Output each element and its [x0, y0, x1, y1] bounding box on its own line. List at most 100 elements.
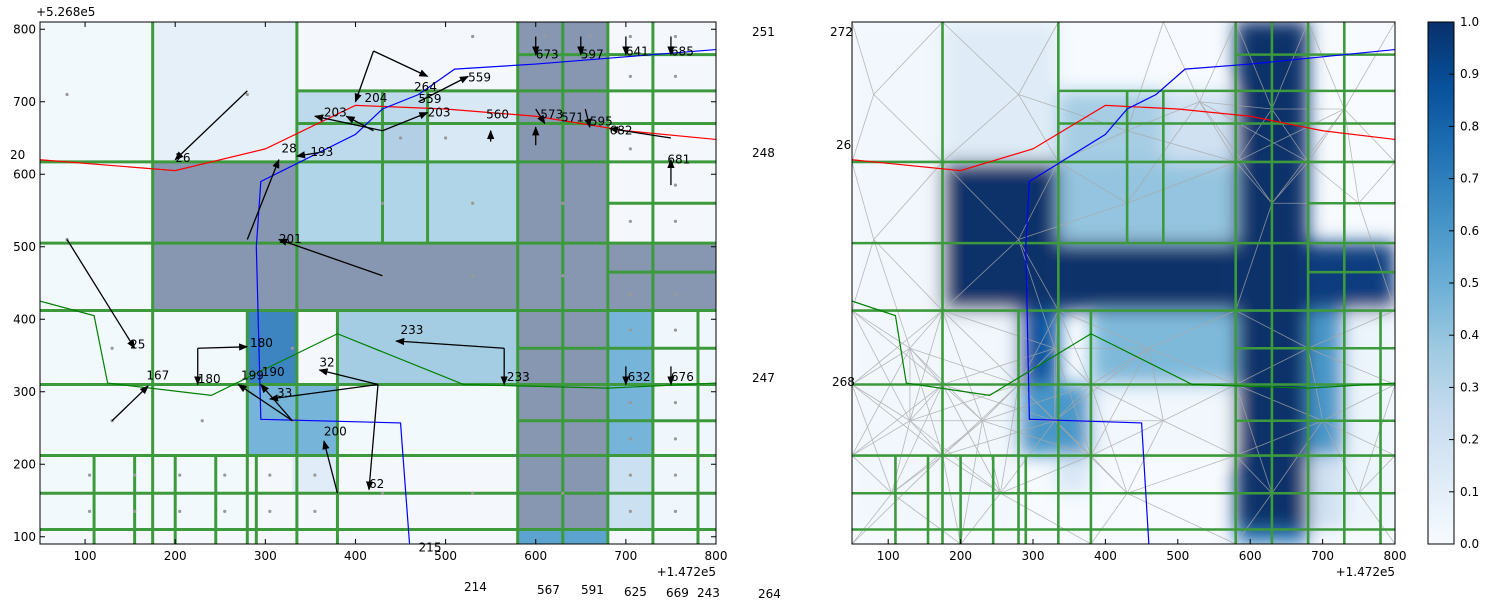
triangle-edge [942, 310, 1055, 349]
arrow [174, 90, 248, 161]
triangle-edge [891, 420, 983, 494]
arrow [246, 158, 280, 240]
triangle-edge [942, 384, 1019, 456]
triangle-edge [1090, 384, 1128, 494]
surface-cell [942, 161, 1059, 311]
triangle-edge [873, 161, 943, 240]
x-tick-label: 600 [524, 549, 547, 563]
triangle-edge [1126, 161, 1236, 204]
point-label: 632 [628, 370, 651, 384]
right-probability-plot: 100 200 300 400 500 600 700 800 +1.472e5 272 26 268 [830, 21, 1406, 579]
arrow [373, 50, 429, 77]
cell-centre-dot [178, 473, 182, 477]
point-label: 264 [414, 80, 437, 94]
triangle-edge [1058, 161, 1128, 204]
triangle-edge [942, 455, 1001, 494]
cell-centre-dot [673, 183, 678, 187]
cell-centre-dot [245, 92, 249, 97]
triangle-edge [1163, 384, 1236, 422]
point-label: 167 [146, 368, 169, 382]
triangle-edge [1054, 347, 1092, 385]
point-label: 595 [590, 115, 613, 129]
cell-centre-dot [133, 509, 137, 513]
point-label: 203 [428, 105, 451, 119]
outside-labels: 251 248 247 20 214 567 591 625 669 243 264 [10, 25, 781, 601]
y-tick-label: 300 [13, 385, 36, 399]
edge-label: 26 [836, 138, 851, 152]
triangle-edge [1358, 203, 1395, 311]
triangle-edge [909, 384, 943, 422]
outside-label: 567 [537, 583, 560, 597]
cell-centre-dot [561, 201, 565, 205]
cell-centre-dot [444, 136, 448, 140]
triangle-edge [1235, 108, 1273, 163]
triangle-edge [1126, 420, 1164, 494]
arrow [237, 383, 293, 422]
outside-label: 243 [697, 586, 720, 600]
surface-cell [1058, 90, 1164, 162]
cell-centre-dot [561, 274, 565, 278]
arrow [345, 115, 374, 132]
arrow [277, 238, 383, 277]
triangle-edge [1018, 239, 1059, 311]
cell-centre-dot [673, 328, 678, 332]
cell-centre-dot [673, 437, 678, 441]
y-offset-label: +5.268e5 [36, 5, 95, 19]
x-tick-label: 200 [164, 549, 187, 563]
y-tick-label: 500 [13, 240, 36, 254]
triangle-edge [1090, 384, 1164, 422]
cell-centre-dot [471, 274, 475, 278]
arrow [354, 50, 375, 103]
triangle-edge [942, 22, 1019, 95]
point-label: 204 [364, 91, 387, 105]
triangle-edge [1343, 22, 1395, 110]
left-plot-frame [39, 21, 717, 545]
triangle-edge [873, 22, 943, 95]
cell-centre-dot [65, 92, 69, 97]
triangle-edge [852, 384, 943, 456]
y-tick-label: 200 [13, 457, 36, 471]
arrow [535, 108, 546, 125]
surface-cell [942, 22, 1059, 162]
colorbar-tick-label: 0.8 [1460, 119, 1479, 133]
triangle-edge [909, 310, 943, 421]
triangle-edge [1199, 22, 1237, 102]
triangle-edge [909, 348, 943, 456]
surface-cell [1058, 243, 1236, 311]
x-tick-label: 400 [1094, 549, 1117, 563]
triangle-edge [1235, 493, 1273, 544]
cell-centre-dot [110, 346, 114, 350]
arrow [366, 384, 379, 491]
arrow [295, 151, 320, 159]
x-tick-label: 100 [74, 549, 97, 563]
colorbar-tick-label: 0.1 [1460, 485, 1479, 499]
colorbar: 0.0 0.1 0.2 0.3 0.4 0.5 0.6 0.7 0.8 0.9 1.0 [1427, 15, 1479, 551]
triangle-edge [942, 310, 1019, 385]
triangle-edge [1018, 310, 1059, 385]
cell-centre-dot [628, 74, 632, 78]
x-tick-label: 500 [1166, 549, 1189, 563]
arrow [66, 239, 136, 350]
triangle-edge [1090, 493, 1128, 544]
cell-centre-dot [673, 34, 678, 39]
cell-centre-dot [673, 292, 678, 296]
cell-centre-dot [290, 346, 294, 350]
x-tick-label: 400 [344, 549, 367, 563]
cell-centre-dot [268, 473, 272, 477]
triangle-edge [1018, 161, 1059, 240]
triangle-edge [852, 455, 893, 494]
triangle-edge [1358, 384, 1395, 494]
y-tick-label: 700 [13, 95, 36, 109]
triangle-edge [960, 420, 983, 544]
triangle-edge [852, 420, 911, 456]
triangle-edge [909, 347, 943, 385]
point-label: 233 [507, 370, 530, 384]
triangle-edge [852, 347, 911, 385]
triangle-edge [1127, 130, 1236, 163]
point-label: 203 [324, 105, 347, 119]
triangle-edge [1000, 492, 1092, 544]
point-label: 32 [319, 355, 334, 369]
triangle-edge [1126, 492, 1236, 544]
triangle-edge [909, 347, 1019, 385]
